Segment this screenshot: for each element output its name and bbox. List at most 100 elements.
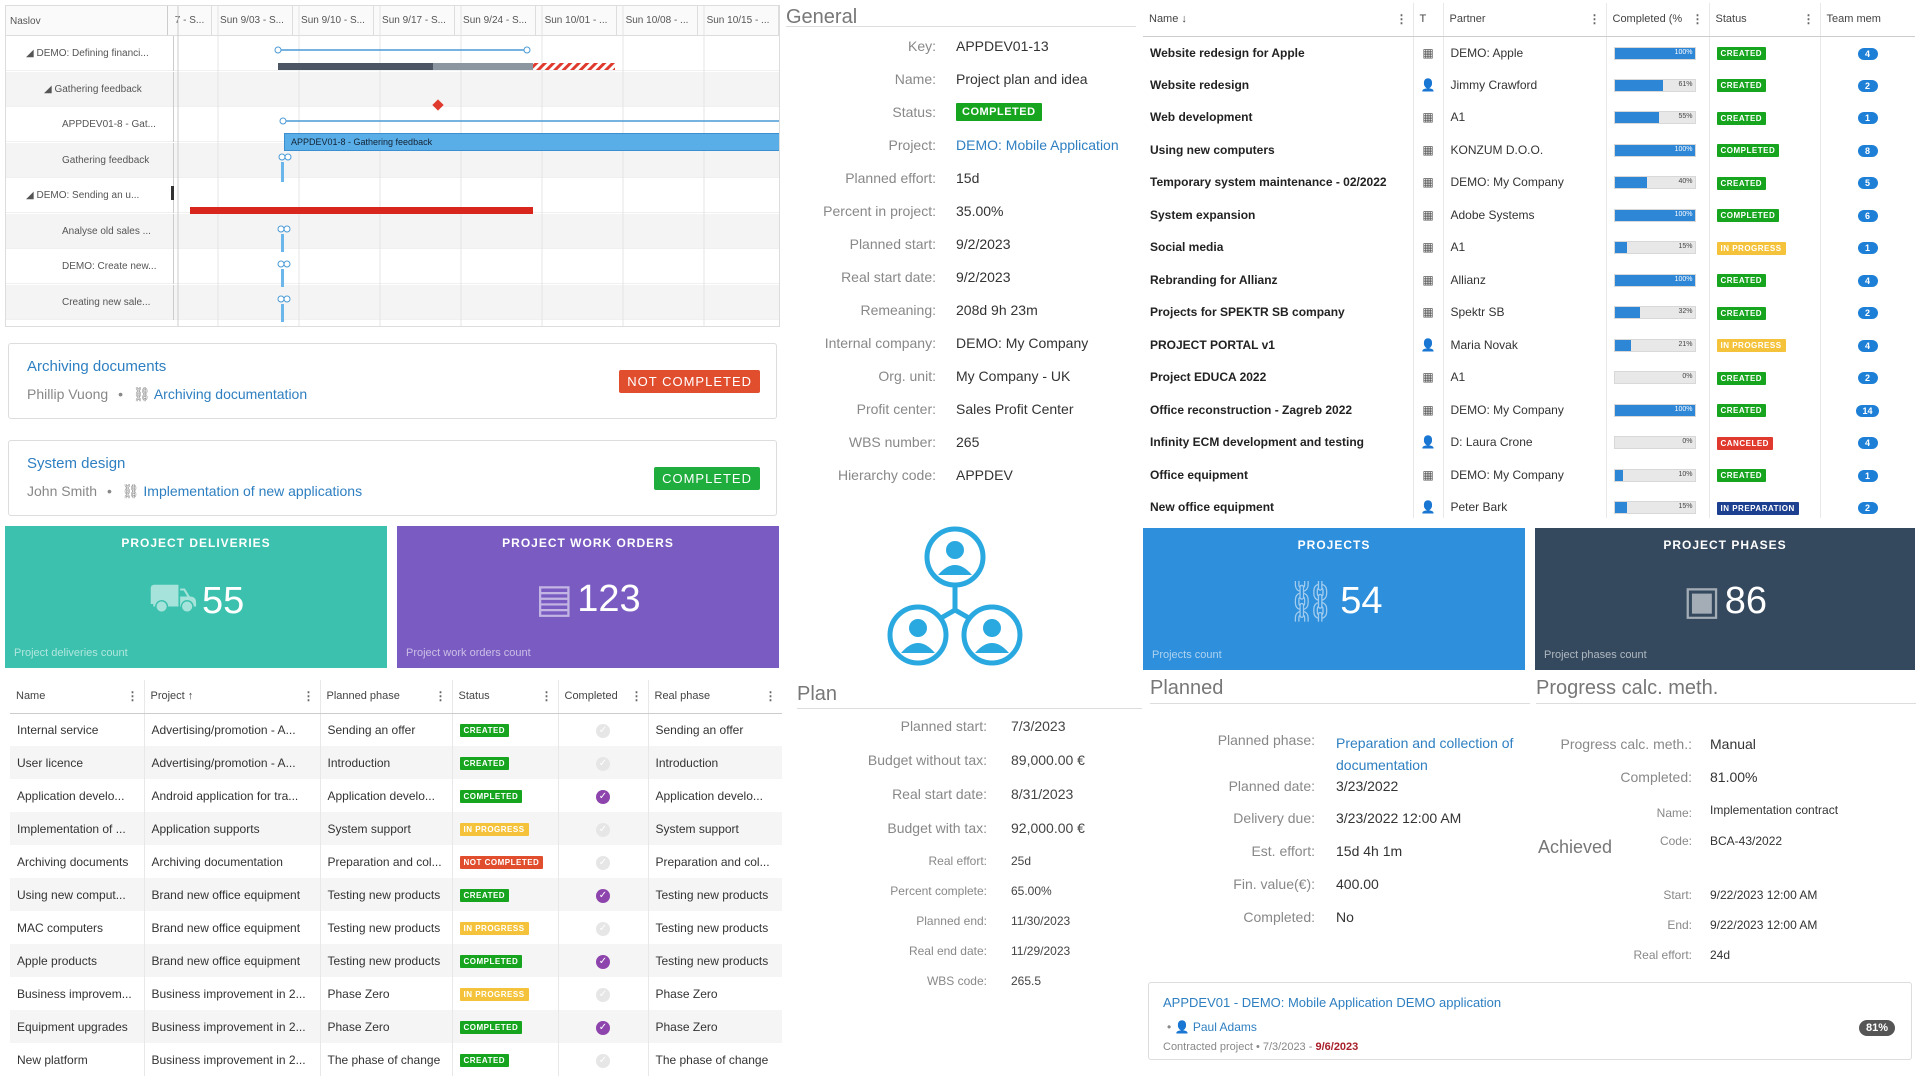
link-marker[interactable]: [283, 295, 291, 303]
project-card[interactable]: APPDEV01 - DEMO: Mobile Application DEMO…: [1148, 982, 1912, 1060]
progress-bar: 100%: [1613, 208, 1696, 222]
column-menu-icon[interactable]: ⋮: [302, 689, 315, 703]
column-header[interactable]: T: [1413, 3, 1444, 37]
gantt-task-bar[interactable]: APPDEV01-8 - Gathering feedback: [284, 133, 779, 151]
task-card-title[interactable]: System design: [27, 455, 126, 472]
column-menu-icon[interactable]: ⋮: [630, 689, 643, 703]
table-row[interactable]: User licence Advertising/promotion - A...…: [10, 746, 782, 779]
table-row[interactable]: Social media ▦ A1 15% IN PROGRESS 1: [1143, 231, 1915, 264]
table-row[interactable]: Projects for SPEKTR SB company ▦ Spektr SB…: [1143, 296, 1915, 329]
summary-start-marker[interactable]: [274, 46, 282, 54]
table-row[interactable]: Business improvem... Business improvement…: [10, 977, 782, 1010]
kpi-projects[interactable]: PROJECTS ⛓ 54 Projects count: [1143, 528, 1525, 670]
column-header[interactable]: Team mem: [1820, 3, 1915, 37]
column-menu-icon[interactable]: ⋮: [540, 689, 553, 703]
table-cell: ▦: [1413, 198, 1444, 231]
table-row[interactable]: System expansion ▦ Adobe Systems 100% COMPLE…: [1143, 198, 1915, 231]
table-row[interactable]: Project EDUCA 2022 ▦ A1 0% CREATED 2: [1143, 361, 1915, 394]
table-row[interactable]: Web development ▦ A1 55% CREATED 1: [1143, 101, 1915, 134]
sort-asc-icon[interactable]: ↑: [184, 690, 194, 703]
today-marker[interactable]: [171, 186, 174, 200]
plan-value: 265.5: [1011, 974, 1042, 988]
column-header[interactable]: Planned phase ⋮: [320, 680, 453, 714]
table-row[interactable]: Temporary system maintenance - 02/2022 ▦ D…: [1143, 166, 1915, 199]
table-row[interactable]: Rebranding for Allianz ▦ Allianz 100% CREATE…: [1143, 263, 1915, 296]
table-row[interactable]: New platform Business improvement in 2...…: [10, 1043, 782, 1076]
column-menu-icon[interactable]: ⋮: [1691, 12, 1704, 26]
gantt-row[interactable]: DEMO: Create new...: [6, 249, 779, 284]
kpi-project-deliveries[interactable]: PROJECT DELIVERIES ⛟ 55 Project deliverie…: [5, 526, 387, 668]
red-task-bar[interactable]: [190, 207, 533, 214]
progress-bar-done[interactable]: [278, 63, 433, 70]
link-marker[interactable]: [283, 260, 291, 268]
link-marker[interactable]: [278, 153, 286, 161]
table-row[interactable]: Using new comput... Brand new office equi…: [10, 878, 782, 911]
table-row[interactable]: Infinity ECM development and testing 👤 D: …: [1143, 426, 1915, 459]
table-row[interactable]: Using new computers ▦ KONZUM D.O.O. 100% COM…: [1143, 133, 1915, 166]
column-header[interactable]: Partner ⋮: [1443, 3, 1607, 37]
sort-desc-icon[interactable]: ↓: [1178, 13, 1187, 26]
table-cell: KONZUM D.O.O.: [1443, 133, 1607, 166]
task-card-title[interactable]: Archiving documents: [27, 358, 167, 375]
column-header[interactable]: Completed (% ⋮: [1606, 3, 1710, 37]
gantt-name-header[interactable]: Naslov: [6, 6, 168, 35]
milestone-diamond[interactable]: [432, 99, 444, 111]
gantt-row[interactable]: ◢ DEMO: Defining financi...: [6, 36, 779, 71]
table-row[interactable]: Website redesign 👤 Jimmy Crawford 61% CREATE…: [1143, 68, 1915, 101]
link-marker[interactable]: [283, 225, 291, 233]
link-marker[interactable]: [277, 295, 285, 303]
status-badge: COMPLETED: [956, 103, 1042, 121]
table-row[interactable]: Office equipment ▦ DEMO: My Company 10% CREA…: [1143, 458, 1915, 491]
progress-bar-remaining[interactable]: [433, 63, 533, 70]
table-cell: 61%: [1606, 68, 1710, 101]
table-row[interactable]: MAC computers Brand new office equipment T…: [10, 911, 782, 944]
column-header[interactable]: Status ⋮: [452, 680, 559, 714]
column-menu-icon[interactable]: ⋮: [434, 689, 447, 703]
table-row[interactable]: Implementation of ... Application support…: [10, 812, 782, 845]
kpi-project-work-orders[interactable]: PROJECT WORK ORDERS ▤ 123 Project work or…: [397, 526, 779, 668]
column-menu-icon[interactable]: ⋮: [126, 689, 139, 703]
table-row[interactable]: PROJECT PORTAL v1 👤 Maria Novak 21% IN PROGR…: [1143, 328, 1915, 361]
column-menu-icon[interactable]: ⋮: [1588, 12, 1601, 26]
table-row[interactable]: Internal service Advertising/promotion - …: [10, 713, 782, 746]
gantt-row[interactable]: Creating new sale...: [6, 284, 779, 320]
column-header[interactable]: Name ↓ ⋮: [1143, 3, 1414, 37]
column-menu-icon[interactable]: ⋮: [764, 689, 777, 703]
column-header[interactable]: Project ↑ ⋮: [144, 680, 321, 714]
small-task-bar[interactable]: [281, 162, 284, 182]
gantt-row[interactable]: Analyse old sales ...: [6, 213, 779, 249]
link-marker[interactable]: [277, 260, 285, 268]
task-card-archiving[interactable]: Archiving documents Phillip Vuong • ⛓ Ar…: [8, 343, 777, 419]
link-marker[interactable]: [277, 225, 285, 233]
table-row[interactable]: Archiving documents Archiving documentati…: [10, 845, 782, 878]
task-card-link[interactable]: Implementation of new applications: [143, 483, 363, 499]
column-header[interactable]: Status ⋮: [1709, 3, 1821, 37]
table-row[interactable]: New office equipment 👤 Peter Bark 15% IN PRE…: [1143, 491, 1915, 518]
table-row[interactable]: Application develo... Android application…: [10, 779, 782, 812]
project-card-title[interactable]: APPDEV01 - DEMO: Mobile Application DEMO…: [1163, 995, 1502, 1010]
column-header[interactable]: Real phase ⋮: [648, 680, 782, 714]
link-marker[interactable]: [284, 153, 292, 161]
column-header[interactable]: Name ⋮: [10, 680, 145, 714]
kpi-project-phases[interactable]: PROJECT PHASES ▣ 86 Project phases count: [1535, 528, 1915, 670]
table-row[interactable]: Website redesign for Apple ▦ DEMO: Apple 10…: [1143, 36, 1915, 69]
small-task-bar[interactable]: [281, 304, 284, 322]
column-header[interactable]: Completed ⋮: [558, 680, 649, 714]
table-row[interactable]: Equipment upgrades Business improvement i…: [10, 1010, 782, 1043]
table-cell: Web development: [1143, 101, 1414, 134]
project-card-person[interactable]: Paul Adams: [1192, 1020, 1257, 1034]
small-task-bar[interactable]: [281, 269, 284, 287]
small-task-bar[interactable]: [281, 234, 284, 252]
planned-phase-link[interactable]: Preparation and collection of documentat…: [1336, 735, 1514, 773]
column-menu-icon[interactable]: ⋮: [1802, 12, 1815, 26]
gantt-row[interactable]: ◢ Gathering feedback: [6, 71, 779, 107]
table-row[interactable]: Apple products Brand new office equipment…: [10, 944, 782, 977]
phase-start-marker[interactable]: [279, 117, 287, 125]
task-card-link[interactable]: Archiving documentation: [153, 386, 308, 402]
summary-end-marker[interactable]: [523, 46, 531, 54]
project-link[interactable]: DEMO: Mobile Application: [956, 137, 1119, 153]
column-menu-icon[interactable]: ⋮: [1395, 12, 1408, 26]
overdue-bar[interactable]: [533, 63, 615, 70]
task-card-system-design[interactable]: System design John Smith • ⛓ Implementat…: [8, 440, 777, 516]
table-row[interactable]: Office reconstruction - Zagreb 2022 ▦ DEMO…: [1143, 393, 1915, 426]
